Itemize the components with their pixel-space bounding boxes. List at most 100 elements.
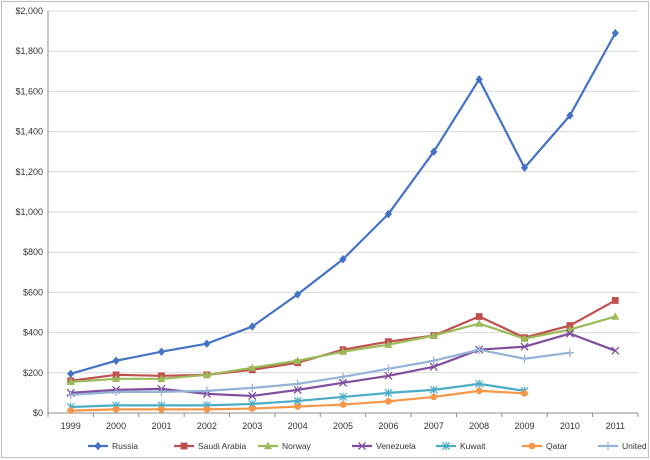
legend-marker [180, 442, 188, 450]
data-point [338, 392, 348, 402]
legend-label: Qatar [546, 441, 567, 451]
legend-item: Qatar [522, 441, 567, 451]
data-point [338, 378, 348, 387]
series-line [70, 32, 617, 375]
data-point [521, 390, 528, 397]
data-point [67, 369, 75, 379]
legend-label: Kuwait [460, 441, 486, 451]
series-united-arab-emirates [66, 345, 575, 400]
data-point [475, 379, 484, 388]
series-line [70, 332, 616, 398]
data-point [611, 28, 619, 38]
legend-item: Norway [258, 441, 312, 451]
data-point [474, 345, 484, 354]
data-point [475, 319, 484, 327]
data-point [429, 356, 438, 365]
data-point [384, 364, 393, 373]
x-tick-label: 2000 [106, 421, 126, 431]
y-tick-label: $800 [23, 247, 43, 257]
legend-marker [441, 441, 451, 451]
data-point [611, 297, 619, 304]
data-point [384, 388, 393, 397]
data-point [202, 386, 212, 396]
series-line [70, 299, 616, 382]
data-point [294, 403, 301, 410]
y-tick-label: $600 [23, 287, 43, 297]
data-point [611, 346, 620, 355]
data-point [112, 356, 120, 365]
series-qatar [67, 387, 528, 414]
data-point [66, 377, 75, 386]
x-tick-label: 2002 [197, 421, 217, 431]
y-tick-label: $1,000 [15, 207, 43, 217]
data-point [520, 334, 529, 342]
x-tick-label: 2009 [515, 421, 535, 431]
data-point [339, 347, 347, 355]
data-point [157, 387, 166, 397]
data-point [429, 331, 438, 339]
data-point [385, 398, 392, 405]
data-point [67, 407, 74, 414]
data-point [339, 255, 347, 264]
x-tick-label: 2008 [469, 421, 489, 431]
y-tick-label: $400 [23, 328, 43, 338]
legend-label: United Arab Emirates [622, 441, 648, 451]
legend-item: Venezuela [352, 441, 416, 451]
data-point [520, 342, 529, 351]
legend-label: Venezuela [376, 441, 416, 451]
gridlines [48, 10, 638, 414]
data-point [429, 385, 438, 394]
data-point [384, 340, 393, 348]
data-point [429, 362, 438, 371]
x-tick-label: 2006 [378, 421, 398, 431]
series-russia [67, 28, 619, 379]
series-venezuela [66, 329, 620, 400]
data-point [112, 374, 121, 383]
data-point [248, 383, 257, 393]
data-point [203, 339, 211, 348]
data-point [384, 209, 392, 219]
data-point [293, 385, 302, 394]
data-point [111, 387, 121, 397]
x-tick-label: 2003 [242, 421, 262, 431]
x-tick-label: 2010 [560, 421, 580, 431]
x-tick-label: 2005 [333, 421, 353, 431]
y-tick-label: $1,800 [15, 46, 43, 56]
data-point [565, 329, 574, 338]
legend-marker [603, 441, 613, 451]
y-axis-tick-labels: $0 $200 $400 $600 $800 $1,000 $1,200 $1,400 $1,6… [15, 6, 43, 418]
data-point [339, 401, 347, 408]
y-tick-label: $1,200 [15, 167, 43, 177]
data-point [520, 354, 529, 363]
x-tick-label: 2007 [424, 421, 444, 431]
legend: Russia Saudi Arabia Norway Venezuela Kuwait Q… [88, 441, 648, 451]
data-point [430, 393, 438, 401]
legend-label: Saudi Arabia [198, 441, 246, 451]
series-line [70, 348, 571, 397]
data-point [293, 379, 302, 389]
data-point [475, 75, 483, 84]
legend-label: Russia [112, 441, 138, 451]
y-tick-label: $0 [33, 408, 43, 418]
legend-item: United Arab Emirates [598, 441, 648, 451]
legend-marker [264, 441, 272, 450]
data-point [611, 312, 620, 320]
legend-item: Kuwait [436, 441, 486, 451]
series-norway [66, 312, 620, 386]
data-point [475, 387, 483, 395]
legend-label: Norway [282, 441, 312, 451]
y-tick-label: $1,400 [15, 127, 43, 137]
x-tick-label: 2004 [288, 421, 308, 431]
y-tick-label: $2,000 [15, 6, 43, 16]
data-point [248, 363, 257, 371]
data-point [157, 347, 166, 356]
data-point [157, 374, 166, 383]
data-point [520, 163, 529, 172]
data-point [338, 372, 348, 382]
data-point [202, 370, 211, 379]
x-tick-label: 2011 [606, 421, 625, 431]
legend-marker [357, 441, 367, 451]
x-tick-label: 2001 [151, 421, 171, 431]
